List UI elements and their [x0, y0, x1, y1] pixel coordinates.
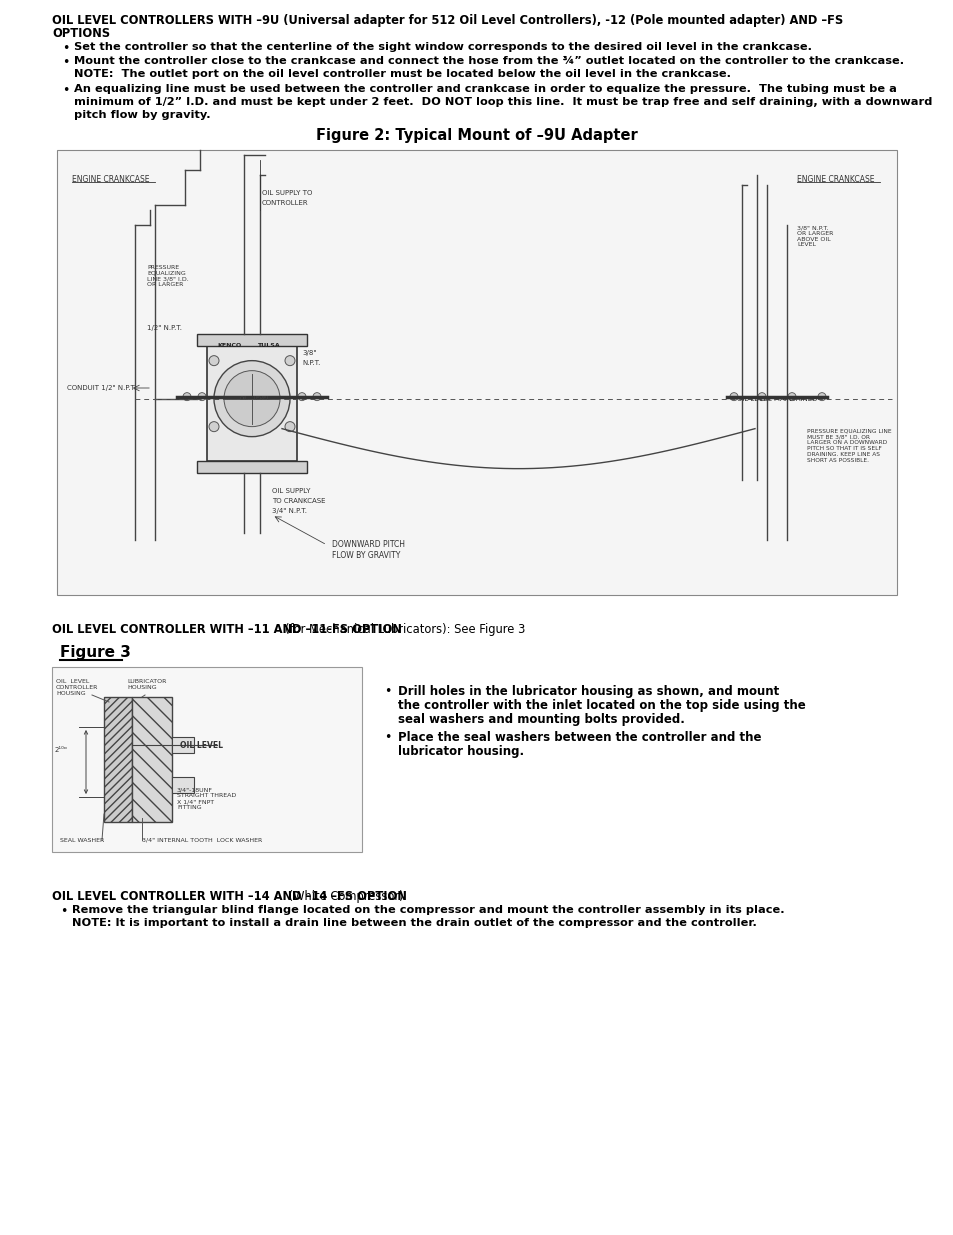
Text: LUBRICATOR
HOUSING: LUBRICATOR HOUSING	[127, 679, 166, 690]
Text: KENCO: KENCO	[216, 343, 241, 348]
Text: •: •	[60, 905, 68, 918]
Text: 3/8": 3/8"	[302, 350, 316, 356]
Text: FLOW BY GRAVITY: FLOW BY GRAVITY	[332, 551, 400, 559]
Text: An equalizing line must be used between the controller and crankcase in order to: An equalizing line must be used between …	[74, 84, 896, 94]
Text: 3/4" INTERNAL TOOTH  LOCK WASHER: 3/4" INTERNAL TOOTH LOCK WASHER	[142, 839, 262, 844]
Circle shape	[209, 421, 219, 432]
Text: NOTE:  The outlet port on the oil level controller must be located below the oil: NOTE: The outlet port on the oil level c…	[74, 69, 730, 79]
Text: OIL LEVEL CONTROLLER WITH –14 AND –14 –FS OPTION: OIL LEVEL CONTROLLER WITH –14 AND –14 –F…	[52, 890, 406, 903]
Circle shape	[758, 393, 765, 400]
Text: ENGINE CRANKCASE: ENGINE CRANKCASE	[71, 175, 150, 184]
Text: OIL SUPPLY: OIL SUPPLY	[272, 488, 310, 494]
Text: SEAL WASHER: SEAL WASHER	[60, 839, 104, 844]
Text: Mount the controller close to the crankcase and connect the hose from the ¾” out: Mount the controller close to the crankc…	[74, 56, 903, 65]
Circle shape	[313, 393, 320, 400]
Text: •: •	[384, 731, 391, 743]
Text: NOTE: It is important to install a drain line between the drain outlet of the co: NOTE: It is important to install a drain…	[71, 918, 756, 927]
Text: OIL  LEVEL
CONTROLLER
HOUSING: OIL LEVEL CONTROLLER HOUSING	[56, 679, 98, 695]
Circle shape	[213, 361, 290, 437]
Bar	[104, 697, 132, 823]
Text: seal washers and mounting bolts provided.: seal washers and mounting bolts provided…	[397, 713, 684, 726]
Circle shape	[198, 393, 206, 400]
Circle shape	[817, 393, 825, 400]
Text: OIL LEVEL CONTROLLERS WITH –9U (Universal adapter for 512 Oil Level Controllers): OIL LEVEL CONTROLLERS WITH –9U (Universa…	[52, 14, 842, 27]
Text: 2¹⁰": 2¹⁰"	[55, 747, 68, 753]
Bar	[57, 149, 896, 595]
Text: PRESSURE EQUALIZING LINE
MUST BE 3/8" I.D. OR
LARGER ON A DOWNWARD
PITCH SO THAT: PRESSURE EQUALIZING LINE MUST BE 3/8" I.…	[806, 429, 891, 463]
Text: DOWNWARD PITCH: DOWNWARD PITCH	[332, 540, 405, 550]
Bar	[52, 667, 361, 852]
Circle shape	[729, 393, 738, 400]
Text: lubricator housing.: lubricator housing.	[397, 745, 523, 758]
Text: •: •	[62, 42, 70, 56]
Text: Set the controller so that the centerline of the sight window corresponds to the: Set the controller so that the centerlin…	[74, 42, 811, 52]
Text: OPTIONS: OPTIONS	[52, 27, 110, 40]
Text: 3/4"-18UNF
STRAIGHT THREAD
X 1/4" FNPT
FITTING: 3/4"-18UNF STRAIGHT THREAD X 1/4" FNPT F…	[177, 788, 236, 810]
Circle shape	[285, 356, 294, 366]
Text: (for Mechanical Lubricators): See Figure 3: (for Mechanical Lubricators): See Figure…	[285, 622, 524, 636]
Text: CONDUIT 1/2" N.P.T.: CONDUIT 1/2" N.P.T.	[67, 385, 136, 391]
Text: •: •	[384, 685, 391, 698]
Text: CONTROLLER: CONTROLLER	[262, 200, 309, 206]
Text: (White Compressor): (White Compressor)	[285, 890, 403, 903]
Text: N.P.T.: N.P.T.	[302, 359, 320, 366]
Text: pitch flow by gravity.: pitch flow by gravity.	[74, 110, 211, 120]
Circle shape	[224, 370, 280, 426]
Circle shape	[787, 393, 795, 400]
Text: OIL LEVEL CONTROLLER WITH –11 AND –11-FS OPTION: OIL LEVEL CONTROLLER WITH –11 AND –11-FS…	[52, 622, 405, 636]
Text: TO CRANKCASE: TO CRANKCASE	[272, 498, 325, 504]
Text: OIL LEVEL MAINTAINED: OIL LEVEL MAINTAINED	[737, 395, 817, 401]
Text: Drill holes in the lubricator housing as shown, and mount: Drill holes in the lubricator housing as…	[397, 685, 779, 698]
Text: 3/8" N.P.T.
OR LARGER
ABOVE OIL
LEVEL: 3/8" N.P.T. OR LARGER ABOVE OIL LEVEL	[796, 225, 833, 247]
Circle shape	[285, 421, 294, 432]
Text: OIL: OIL	[240, 395, 249, 400]
Bar	[196, 335, 307, 346]
Text: •: •	[62, 84, 70, 98]
Circle shape	[297, 393, 306, 400]
Circle shape	[209, 356, 219, 366]
Text: ENGINE CRANKCASE: ENGINE CRANKCASE	[796, 175, 874, 184]
Text: Figure 2: Typical Mount of –9U Adapter: Figure 2: Typical Mount of –9U Adapter	[315, 128, 638, 143]
Text: OIL SUPPLY TO: OIL SUPPLY TO	[262, 190, 312, 196]
Bar	[172, 777, 193, 793]
Text: Figure 3: Figure 3	[60, 645, 131, 659]
Text: Remove the triangular blind flange located on the compressor and mount the contr: Remove the triangular blind flange locat…	[71, 905, 783, 915]
Bar	[132, 697, 172, 823]
Text: Place the seal washers between the controller and the: Place the seal washers between the contr…	[397, 731, 760, 743]
Bar	[172, 736, 193, 752]
Text: 1/2" N.P.T.: 1/2" N.P.T.	[147, 325, 182, 331]
Bar	[196, 461, 307, 473]
Text: PRESSURE
EQUALIZING
LINE 3/8" I.D.
OR LARGER: PRESSURE EQUALIZING LINE 3/8" I.D. OR LA…	[147, 266, 189, 288]
Text: TULSA: TULSA	[256, 343, 279, 348]
Text: 3/4" N.P.T.: 3/4" N.P.T.	[272, 508, 307, 514]
Text: •: •	[62, 56, 70, 69]
Circle shape	[183, 393, 191, 400]
Text: OIL LEVEL: OIL LEVEL	[180, 741, 223, 751]
Text: the controller with the inlet located on the top side using the: the controller with the inlet located on…	[397, 699, 805, 713]
Text: minimum of 1/2” I.D. and must be kept under 2 feet.  DO NOT loop this line.  It : minimum of 1/2” I.D. and must be kept un…	[74, 98, 931, 107]
Text: LEVEL: LEVEL	[253, 395, 271, 400]
Bar	[207, 346, 296, 461]
